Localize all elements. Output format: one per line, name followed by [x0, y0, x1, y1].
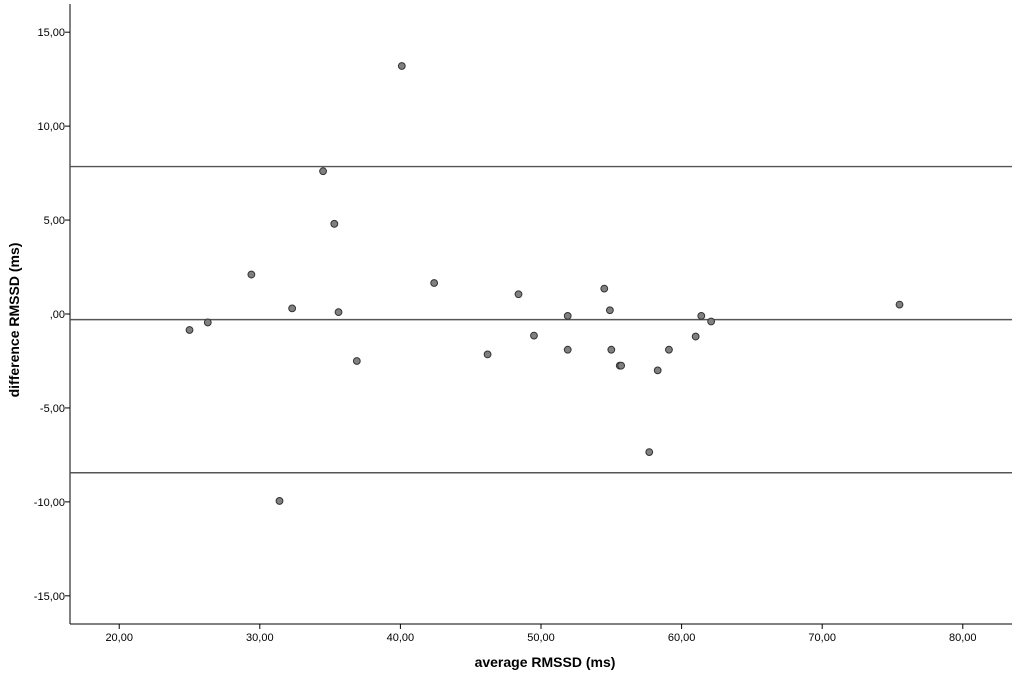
y-tick-label: -10,00 [34, 497, 65, 509]
data-point [645, 448, 654, 456]
data-point [203, 318, 212, 327]
data-points [185, 62, 904, 505]
y-axis-ticks: 15,00 10,00 5,00 ,00 -5,00 -10,00 -15,00 [34, 27, 70, 603]
data-point [563, 345, 572, 354]
data-point [607, 345, 616, 354]
data-point [600, 284, 609, 293]
x-tick-label: 20,00 [105, 632, 133, 644]
data-point [665, 345, 673, 354]
data-point [430, 279, 439, 287]
x-tick-label: 80,00 [949, 632, 977, 644]
data-point [653, 366, 662, 375]
data-point [330, 219, 339, 228]
y-axis-title: difference RMSSD (ms) [6, 243, 22, 398]
data-point [605, 306, 614, 315]
data-point [895, 300, 904, 309]
data-point [617, 361, 626, 370]
y-tick-label: -15,00 [34, 591, 65, 603]
y-tick-label: 10,00 [37, 121, 65, 133]
x-tick-label: 60,00 [668, 632, 696, 644]
y-tick-label: 15,00 [37, 27, 65, 39]
y-tick-label: -5,00 [40, 403, 65, 415]
data-point [334, 308, 343, 317]
data-point [288, 304, 297, 313]
data-point [397, 62, 406, 70]
reference-lines [70, 165, 1012, 474]
x-tick-label: 50,00 [527, 632, 555, 644]
data-point [247, 270, 256, 279]
data-point [530, 331, 538, 340]
x-tick-label: 70,00 [808, 632, 836, 644]
data-point [707, 317, 716, 326]
data-point [563, 311, 572, 320]
plot-area [69, 4, 1012, 625]
y-tick-label: 5,00 [44, 215, 65, 227]
x-axis-title: average RMSSD (ms) [475, 654, 616, 670]
x-tick-label: 40,00 [387, 632, 415, 644]
data-point [352, 357, 361, 365]
data-point [691, 332, 700, 341]
x-tick-label: 30,00 [246, 632, 274, 644]
data-point [319, 167, 327, 176]
data-point [697, 311, 706, 320]
data-point [483, 350, 492, 359]
x-axis-ticks: 20,00 30,00 40,00 50,00 60,00 70,00 80,00 [105, 624, 977, 644]
data-point [275, 497, 284, 505]
y-tick-label: ,00 [50, 309, 65, 321]
data-point [514, 290, 523, 299]
data-point [185, 326, 194, 334]
